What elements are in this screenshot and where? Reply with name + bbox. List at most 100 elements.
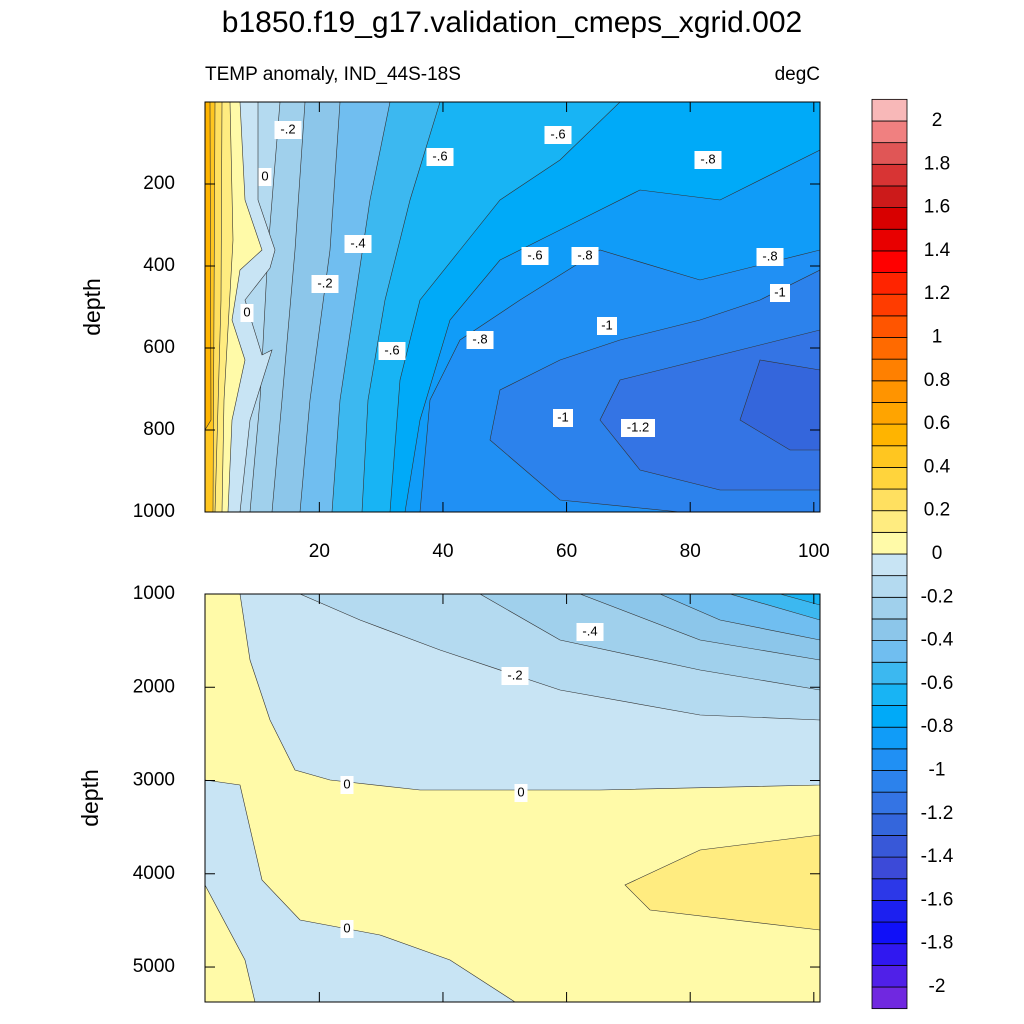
colorbar-label: -2 bbox=[929, 976, 946, 997]
y-tick-label: 1000 bbox=[133, 501, 175, 522]
contour-label: -.4 bbox=[350, 235, 365, 250]
colorbar-box bbox=[871, 466, 908, 490]
y-tick-label: 400 bbox=[143, 255, 175, 276]
contour-label: 0 bbox=[343, 920, 350, 935]
contour-label-bg bbox=[756, 248, 784, 266]
contour-label: -.6 bbox=[384, 342, 399, 357]
plot-frame bbox=[204, 593, 821, 1003]
colorbar-box bbox=[871, 120, 908, 144]
subtitle-left: TEMP anomaly, IND_44S-18S bbox=[205, 64, 461, 85]
colorbar-box bbox=[871, 380, 908, 403]
title: b1850.f19_g17.validation_cmeps_xgrid.002 bbox=[222, 6, 802, 39]
x-tick-label: 60 bbox=[556, 541, 577, 562]
colorbar-box bbox=[871, 315, 908, 338]
colorbar-label: -1.8 bbox=[921, 933, 954, 954]
contour-label-bg bbox=[694, 151, 722, 169]
colorbar-label: 0 bbox=[932, 543, 943, 564]
colorbar-box bbox=[871, 748, 908, 771]
x-tick-label: 100 bbox=[798, 541, 830, 562]
subtitle-right: degC bbox=[775, 64, 820, 85]
contour-fill bbox=[779, 594, 820, 606]
colorbar-box bbox=[871, 272, 908, 295]
colorbar-label: 0.8 bbox=[924, 370, 950, 391]
contour-label-bg bbox=[378, 342, 406, 360]
contour-label: -.2 bbox=[507, 667, 522, 682]
colorbar-box bbox=[871, 337, 908, 360]
colorbar-label: 0.6 bbox=[924, 413, 950, 434]
colorbar-box bbox=[871, 770, 908, 793]
colorbar-label: 1.2 bbox=[924, 283, 950, 304]
contour-label: -.8 bbox=[472, 331, 487, 346]
contour-label: -1 bbox=[557, 409, 569, 424]
contour-label-bg bbox=[274, 121, 302, 139]
colorbar-box bbox=[871, 835, 908, 858]
contour-label-bg bbox=[311, 275, 339, 293]
contour-label: -.4 bbox=[582, 623, 597, 638]
plot-area bbox=[205, 102, 820, 512]
colorbar-label: 1.6 bbox=[924, 197, 950, 218]
colorbar-label: -0.4 bbox=[921, 630, 954, 651]
contour-fill bbox=[739, 359, 820, 451]
colorbar-box bbox=[871, 705, 908, 728]
contour-label-bg bbox=[576, 623, 604, 641]
y-tick-label: 4000 bbox=[133, 863, 175, 884]
colorbar-box bbox=[871, 900, 908, 923]
contour-label-bg bbox=[514, 784, 528, 802]
colorbar-box bbox=[871, 791, 908, 815]
colorbar-box bbox=[871, 661, 908, 685]
x-tick-label: 20 bbox=[309, 541, 330, 562]
plot-frame bbox=[204, 101, 821, 513]
colorbar-box bbox=[871, 943, 908, 966]
contour-label-bg bbox=[344, 235, 372, 253]
colorbar-box bbox=[871, 531, 908, 555]
contour-label: -1 bbox=[601, 317, 613, 332]
colorbar-box bbox=[871, 423, 908, 447]
colorbar-box bbox=[871, 163, 908, 187]
colorbar-box bbox=[871, 640, 908, 663]
colorbar-label: 0.4 bbox=[924, 456, 951, 477]
contour-label-bg bbox=[426, 148, 454, 166]
y-axis-label: depth bbox=[79, 278, 105, 336]
y-tick-label: 600 bbox=[143, 337, 175, 358]
colorbar-box bbox=[871, 618, 908, 642]
y-tick-label: 1000 bbox=[133, 583, 175, 604]
colorbar-label: 1 bbox=[932, 327, 943, 348]
contour-label-bg bbox=[621, 419, 655, 437]
contour-label: 0 bbox=[517, 784, 524, 799]
colorbar-label: -1.2 bbox=[921, 803, 954, 824]
y-axis-label: depth bbox=[77, 769, 103, 827]
colorbar-label: 1.8 bbox=[924, 153, 950, 174]
plot-area bbox=[205, 594, 820, 1002]
contour-label-bg bbox=[501, 667, 529, 685]
y-tick-label: 5000 bbox=[133, 956, 175, 977]
y-tick-label: 3000 bbox=[133, 770, 175, 791]
colorbar-box bbox=[871, 228, 908, 252]
colorbar-box bbox=[871, 964, 908, 988]
colorbar-box bbox=[871, 683, 908, 706]
colorbar-box bbox=[871, 596, 908, 620]
colorbar-box bbox=[871, 726, 908, 750]
colorbar-label: -1.4 bbox=[921, 846, 954, 867]
contour-label: -.2 bbox=[280, 121, 295, 136]
contour-label-bg bbox=[597, 317, 617, 335]
contour-label: -.6 bbox=[550, 126, 565, 141]
colorbar-box bbox=[871, 445, 908, 468]
contour-label-bg bbox=[521, 247, 549, 265]
contour-fill bbox=[729, 594, 820, 621]
colorbar-box bbox=[871, 358, 908, 382]
contour-fill bbox=[205, 779, 516, 1002]
colorbar-box bbox=[871, 402, 908, 425]
contour-label-bg bbox=[466, 331, 494, 349]
contour-label: -.2 bbox=[317, 275, 332, 290]
colorbar-box bbox=[871, 185, 908, 208]
contour-label: -.8 bbox=[700, 151, 715, 166]
colorbar-label: -0.8 bbox=[921, 716, 954, 737]
colorbar-box bbox=[871, 856, 908, 880]
colorbar-label: -0.2 bbox=[921, 586, 954, 607]
contour-label: 0 bbox=[261, 168, 268, 183]
contour-label-bg bbox=[240, 304, 254, 322]
y-tick-label: 200 bbox=[143, 173, 175, 194]
colorbar-box bbox=[871, 921, 908, 945]
colorbar-box bbox=[871, 98, 908, 122]
